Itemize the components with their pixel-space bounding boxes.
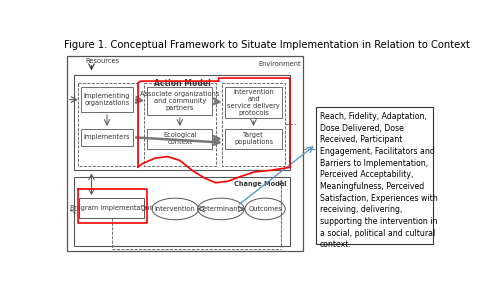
Text: Implementing
organizations: Implementing organizations — [84, 93, 130, 106]
Bar — [222, 83, 285, 166]
Bar — [77, 83, 138, 166]
Bar — [67, 56, 303, 251]
Text: Resources: Resources — [85, 58, 120, 64]
Text: Action Model: Action Model — [154, 79, 211, 88]
Text: Intervention: Intervention — [155, 206, 196, 212]
Bar — [225, 87, 282, 118]
Bar — [147, 87, 212, 115]
Bar — [144, 83, 215, 166]
Text: Associate organizations
and community
partners: Associate organizations and community pa… — [140, 91, 220, 111]
Bar — [75, 75, 290, 171]
Text: Reach, Fidelity, Adaptation,
Dose Delivered, Dose
Received, Participant
Engageme: Reach, Fidelity, Adaptation, Dose Delive… — [320, 112, 438, 249]
Text: Program implementation: Program implementation — [70, 205, 153, 211]
Text: Outcomes: Outcomes — [248, 206, 282, 212]
Text: Figure 1. Conceptual Framework to Situate Implementation in Relation to Context: Figure 1. Conceptual Framework to Situat… — [63, 40, 469, 49]
Text: Intervention
and
service delivery
protocols: Intervention and service delivery protoc… — [227, 89, 280, 116]
Bar — [75, 177, 290, 246]
Bar — [316, 107, 433, 244]
Text: Environment: Environment — [258, 61, 301, 67]
Text: Implementers: Implementers — [84, 134, 130, 140]
Text: Ecological
context: Ecological context — [163, 132, 197, 146]
Bar — [225, 129, 282, 149]
Bar — [79, 198, 144, 218]
Text: Target
populations: Target populations — [234, 132, 273, 146]
Ellipse shape — [197, 198, 244, 220]
Ellipse shape — [245, 198, 285, 220]
Bar — [147, 129, 212, 149]
Text: Change Model: Change Model — [234, 181, 287, 187]
Bar — [81, 87, 134, 112]
Text: Determinants: Determinants — [198, 206, 244, 212]
Bar — [81, 129, 134, 146]
Ellipse shape — [152, 198, 198, 220]
